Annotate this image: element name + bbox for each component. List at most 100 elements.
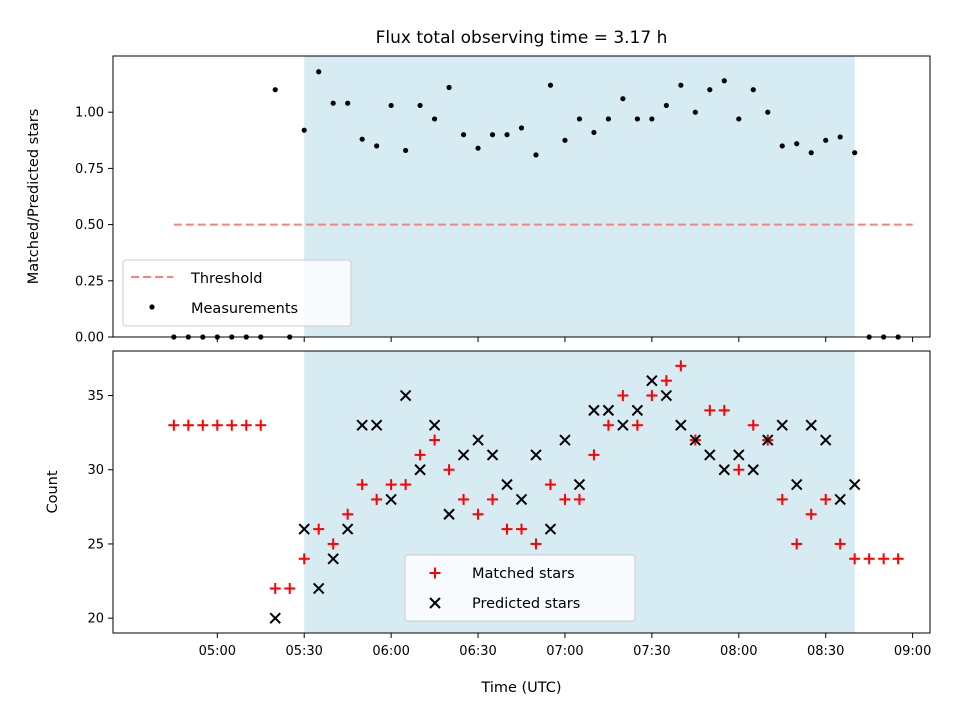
top-y-tick-label: 0.00 xyxy=(75,331,104,346)
bottom-x-ticks: 05:00 05:30 06:00 06:30 07:00 07:30 08:00 08:30… xyxy=(199,633,931,659)
legend-predicted-swatch xyxy=(429,597,441,609)
matched-star-point xyxy=(516,523,527,535)
matched-star-point xyxy=(588,449,600,461)
legend-x-marker xyxy=(429,597,441,609)
top-y-ticks: 0.00 0.25 0.50 0.75 1.00 xyxy=(75,106,113,346)
predicted-star-point xyxy=(356,419,368,431)
measurement-point xyxy=(634,116,640,122)
predicted-star-point xyxy=(718,464,731,476)
matched-star-point xyxy=(834,538,846,550)
matched-star-point xyxy=(646,390,658,402)
bottom-y-tick-label: 35 xyxy=(87,389,104,404)
matched-star-point xyxy=(211,419,223,431)
measurement-point xyxy=(765,109,771,115)
top-legend: Threshold Measurements xyxy=(122,259,352,327)
predicted-star-point xyxy=(414,464,426,476)
matched-star-point xyxy=(747,419,759,431)
matched-star-point xyxy=(544,479,556,491)
matched-star-point xyxy=(168,419,180,431)
bottom-legend: Matched stars Predicted stars xyxy=(404,554,636,622)
x-tick-label: 05:30 xyxy=(285,644,322,659)
x-tick-label: 07:30 xyxy=(633,644,670,659)
measurement-point xyxy=(403,147,409,154)
predicted-star-point xyxy=(834,493,846,506)
predicted-star-point xyxy=(733,449,745,461)
legend-measurements-label: Measurements xyxy=(191,301,298,317)
measurement-point xyxy=(417,102,423,109)
matched-star-point xyxy=(284,582,296,594)
legend-measurements-swatch xyxy=(149,304,155,310)
matched-star-point xyxy=(776,493,788,505)
matched-star-point xyxy=(791,538,803,550)
top-legend-box xyxy=(122,259,352,327)
matched-star-point xyxy=(660,375,672,387)
legend-matched-label: Matched stars xyxy=(472,566,575,582)
x-tick-label: 07:00 xyxy=(546,644,583,659)
measurement-point xyxy=(721,78,727,84)
matched-star-point xyxy=(385,479,397,491)
measurement-point xyxy=(591,129,597,136)
legend-threshold-label: Threshold xyxy=(190,271,262,287)
legend-predicted-label: Predicted stars xyxy=(472,596,580,612)
measurement-point xyxy=(316,69,322,75)
measurement-point xyxy=(533,152,539,158)
predicted-star-point xyxy=(848,478,861,491)
matched-star-point xyxy=(313,523,325,535)
matched-star-point xyxy=(356,479,368,491)
measurement-point xyxy=(518,125,525,131)
top-y-tick-label: 0.25 xyxy=(75,274,104,289)
x-tick-label: 06:00 xyxy=(372,644,409,659)
predicted-star-point xyxy=(747,464,759,476)
predicted-star-point xyxy=(501,478,513,491)
predicted-stars-points xyxy=(269,374,861,624)
measurement-point xyxy=(808,150,814,156)
top-y-tick-label: 0.75 xyxy=(75,162,104,177)
measurement-point xyxy=(794,141,800,147)
predicted-star-point xyxy=(602,404,615,417)
measurement-point xyxy=(663,102,669,109)
measurement-point xyxy=(852,150,858,156)
matched-star-point xyxy=(704,404,716,416)
bottom-y-tick-label: 30 xyxy=(87,463,104,478)
matched-star-point xyxy=(443,464,455,476)
predicted-star-point xyxy=(704,449,716,461)
measurement-point xyxy=(707,87,713,93)
measurement-point xyxy=(446,84,452,91)
matched-star-point xyxy=(226,419,238,431)
measurement-point xyxy=(460,132,467,138)
matched-star-point xyxy=(718,404,730,416)
measurement-point xyxy=(779,143,785,149)
predicted-star-point xyxy=(588,404,600,417)
matched-star-point xyxy=(371,493,383,505)
matched-star-point xyxy=(892,553,904,565)
x-tick-label: 05:00 xyxy=(199,644,236,659)
measurement-point xyxy=(272,87,278,93)
measurement-point xyxy=(562,137,568,143)
predicted-star-point xyxy=(791,478,803,491)
measurement-point xyxy=(504,132,510,138)
predicted-star-point xyxy=(457,449,470,461)
bottom-y-axis-label: Count xyxy=(45,470,61,513)
predicted-star-point xyxy=(675,419,687,431)
measurement-point xyxy=(736,116,742,122)
top-observing-window-shade xyxy=(304,56,855,337)
matched-star-point xyxy=(255,419,267,431)
measurement-point xyxy=(374,143,380,149)
predicted-star-point xyxy=(805,419,817,431)
predicted-star-point xyxy=(559,434,571,446)
predicted-star-point xyxy=(298,523,310,535)
top-y-axis-label: Matched/Predicted stars xyxy=(26,109,42,285)
predicted-star-point xyxy=(631,404,644,417)
matched-star-point xyxy=(878,553,890,565)
predicted-star-point xyxy=(486,449,499,461)
predicted-star-point xyxy=(544,523,557,535)
legend-matched-swatch xyxy=(429,567,441,579)
matched-star-point xyxy=(602,419,614,431)
measurement-point xyxy=(345,100,351,106)
matched-star-point xyxy=(240,419,252,431)
measurement-point xyxy=(576,116,583,122)
measurement-point xyxy=(678,82,684,88)
chart-title: Flux total observing time = 3.17 h xyxy=(376,28,668,48)
bottom-axes-frame xyxy=(112,350,931,634)
